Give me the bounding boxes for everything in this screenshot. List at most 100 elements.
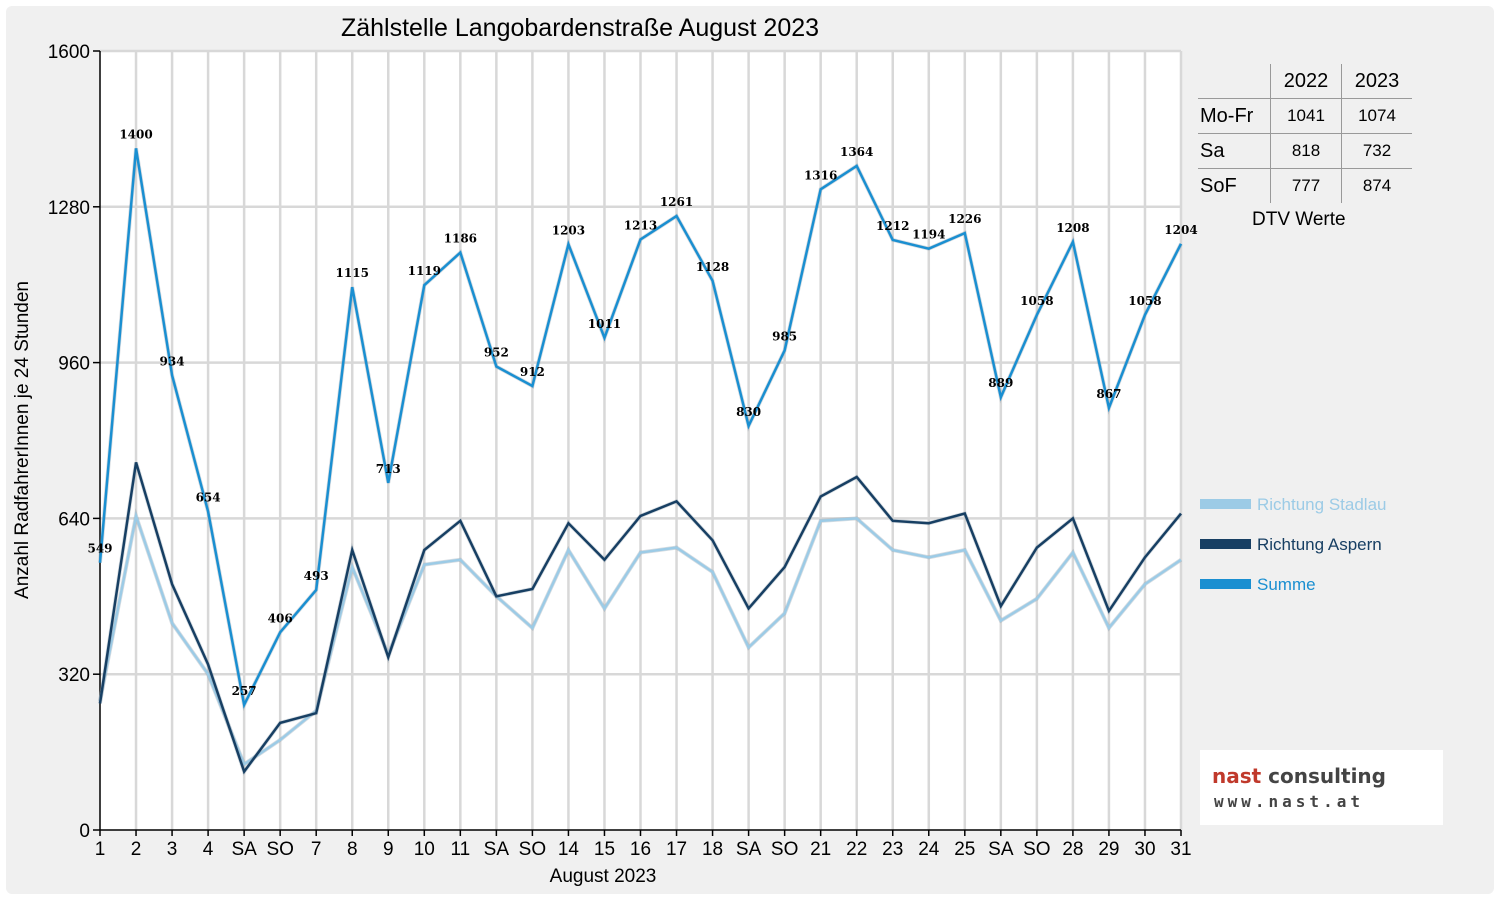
dtv-row-label: Mo-Fr [1198,98,1271,134]
series-lines [98,148,1183,776]
chart-title: Zählstelle Langobardenstraße August 2023 [341,14,819,42]
x-tick-label: 29 [1098,839,1119,860]
legend-swatch [1200,579,1251,589]
data-label: 1213 [624,218,657,232]
data-label: 1400 [119,127,152,141]
data-label: 985 [772,329,797,343]
data-label: 713 [376,462,401,476]
data-labels: 549 1400 934 654 257 406 493 1115 713 1119 1186 952… [87,127,1197,697]
dtv-row-sof: SoF 777 874 [1198,168,1412,203]
data-label: 493 [304,569,329,583]
data-label: 1226 [948,212,981,226]
x-tick-label: SO [519,839,546,860]
x-tick-label: 11 [450,839,470,860]
data-label: 1119 [408,264,441,278]
legend-label: Summe [1257,575,1316,594]
gridlines [100,49,1183,830]
x-tick-label: SO [266,839,293,860]
y-tick-label: 960 [58,354,90,375]
data-label: 1058 [1128,294,1161,308]
x-axis-label: August 2023 [550,866,657,887]
x-tick-label: 21 [810,839,831,860]
dtv-value-2023: 874 [1341,168,1412,203]
data-label: 934 [160,354,185,368]
x-tick-label: SA [736,839,762,860]
data-label: 549 [87,542,112,556]
dtv-row-label: SoF [1200,174,1237,197]
data-label: 1203 [552,223,585,237]
logo-wordmark: nast consulting [1212,764,1386,788]
data-label: 1261 [660,195,693,209]
data-label: 952 [484,345,509,359]
logo-word-nast: nast [1212,764,1262,788]
data-label: 1208 [1056,221,1089,235]
x-tick-label: 18 [702,839,723,860]
series-line [98,511,1182,767]
data-label: 406 [268,611,293,625]
axes: 0 320 640 960 1280 1600 1 2 3 4 SA SO 7 8 9 10 11 SA SO 14 1… [48,42,1192,860]
data-label: 1194 [912,228,945,242]
x-tick-label: SA [988,839,1014,860]
x-tick-label: 8 [347,839,358,860]
dtv-value-2022: 818 [1270,133,1342,169]
x-tick-label: 22 [846,839,867,860]
dtv-caption: DTV Werte [1252,209,1346,230]
series-line [98,148,1183,709]
x-tick-label: 16 [630,839,651,860]
y-axis-label: Anzahl RadfahrerInnen je 24 Stunden [12,281,33,599]
dtv-row-label: Sa [1198,133,1271,169]
legend: Richtung Stadlau Richtung Aspern Summe [1200,495,1386,594]
y-tick-label: 640 [58,509,90,530]
series-line [98,462,1182,775]
x-tick-label: 3 [167,839,178,860]
x-tick-label: 1 [95,839,106,860]
logo-word-consulting: consulting [1268,764,1386,788]
data-label: 830 [736,405,761,419]
data-label: 1058 [1020,294,1053,308]
data-label: 1364 [840,145,873,159]
x-tick-label: 31 [1170,839,1191,860]
data-label: 1204 [1164,223,1197,237]
y-tick-label: 1280 [48,198,90,219]
dtv-value-2022: 1041 [1270,98,1342,134]
dtv-table: 2022 2023 Mo-Fr 1041 1074 Sa 818 732 SoF… [1198,64,1412,203]
company-logo: nast consulting www.nast.at [1200,750,1443,825]
data-label: 1186 [444,232,477,246]
dtv-row-mofr: Mo-Fr 1041 1074 [1198,98,1412,134]
y-tick-label: 0 [79,821,90,842]
legend-swatch [1200,499,1251,509]
dtv-value-2023: 1074 [1341,98,1412,134]
x-tick-label: 2 [131,839,142,860]
dtv-value-2023: 732 [1341,133,1412,169]
dtv-header-2022: 2022 [1270,64,1342,99]
x-tick-label: 9 [383,839,394,860]
dtv-value-2022: 777 [1270,168,1342,203]
data-label: 867 [1096,387,1121,401]
legend-swatch [1200,539,1251,549]
x-tick-label: 10 [414,839,435,860]
x-tick-label: 7 [311,839,322,860]
y-tick-label: 1600 [48,42,90,63]
data-label: 1316 [804,168,837,182]
data-label: 257 [232,684,257,698]
x-tick-label: 17 [666,839,687,860]
data-label: 1128 [696,260,729,274]
x-tick-label: 4 [203,839,214,860]
x-tick-label: 24 [918,839,940,860]
x-tick-label: SO [771,839,798,860]
data-label: 1115 [336,266,369,280]
x-tick-label: 14 [558,839,580,860]
data-label: 889 [988,376,1013,390]
x-tick-label: 25 [954,839,975,860]
data-label: 654 [196,491,221,505]
x-tick-label: SA [484,839,510,860]
x-tick-label: SA [231,839,257,860]
y-tick-label: 320 [58,665,90,686]
dtv-header-2023: 2023 [1341,64,1412,99]
x-tick-label: 28 [1062,839,1083,860]
data-label: 1212 [876,219,909,233]
dtv-header-empty [1198,64,1271,99]
legend-label: Richtung Aspern [1257,535,1382,554]
logo-url: www.nast.at [1214,792,1364,811]
